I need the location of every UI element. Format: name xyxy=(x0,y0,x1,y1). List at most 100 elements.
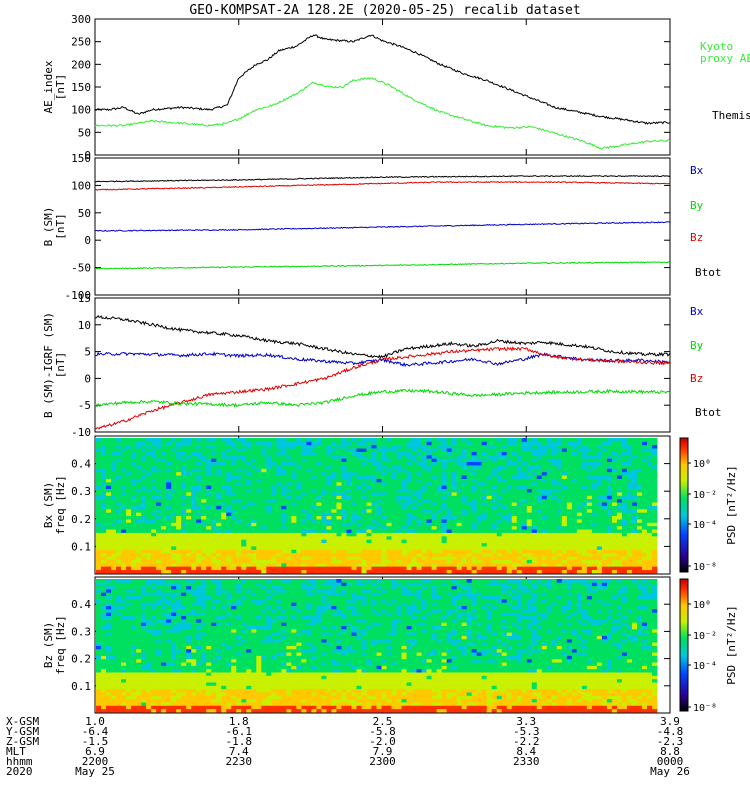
series-line-kyoto-proxy-ae xyxy=(94,77,671,150)
heatmap-cell xyxy=(516,546,523,550)
heatmap-cell xyxy=(141,481,147,486)
heatmap-cell xyxy=(471,559,478,564)
heatmap-cell xyxy=(586,502,593,506)
heatmap-cell xyxy=(636,508,643,513)
heatmap-cell xyxy=(301,502,307,506)
heatmap-cell xyxy=(311,448,317,452)
heatmap-cell xyxy=(521,552,528,557)
heatmap-cell xyxy=(541,488,548,493)
heatmap-cell xyxy=(181,502,187,506)
heatmap-cell xyxy=(171,478,177,483)
heatmap-cell xyxy=(336,478,342,483)
heatmap-cell xyxy=(616,705,623,710)
heatmap-cell xyxy=(361,454,367,459)
heatmap-cell xyxy=(581,566,588,571)
heatmap-cell xyxy=(346,471,352,476)
heatmap-cell xyxy=(506,465,513,469)
heatmap-cell xyxy=(321,556,327,560)
heatmap-cell xyxy=(196,495,202,500)
heatmap-cell xyxy=(416,438,422,442)
heatmap-cell xyxy=(486,478,493,483)
heatmap-cell xyxy=(356,454,362,459)
heatmap-cell xyxy=(446,566,453,571)
heatmap-cell xyxy=(361,478,367,483)
heatmap-cell xyxy=(436,488,443,493)
heatmap-cell xyxy=(181,569,187,574)
heatmap-cell xyxy=(596,708,603,713)
heatmap-cell xyxy=(586,495,593,500)
heatmap-cell xyxy=(131,488,137,493)
heatmap-cell xyxy=(271,702,277,706)
heatmap-cell xyxy=(486,471,493,476)
heatmap-cell xyxy=(121,525,127,530)
heatmap-cell xyxy=(241,488,247,493)
heatmap-cell xyxy=(506,702,513,706)
heatmap-cell xyxy=(531,529,538,533)
heatmap-cell xyxy=(121,502,127,506)
heatmap-cell xyxy=(561,525,568,530)
heatmap-cell xyxy=(361,502,367,506)
heatmap-cell xyxy=(476,702,483,706)
heatmap-cell xyxy=(121,488,127,493)
heatmap-cell xyxy=(521,441,528,446)
heatmap-cell xyxy=(651,525,658,530)
heatmap-cell xyxy=(641,519,648,523)
heatmap-cell xyxy=(401,488,407,493)
heatmap-cell xyxy=(616,471,623,476)
heatmap-cell xyxy=(166,542,172,547)
heatmap-cell xyxy=(191,708,197,713)
heatmap-cell xyxy=(226,505,232,510)
heatmap-cell xyxy=(241,485,247,490)
heatmap-cell xyxy=(186,512,192,517)
heatmap-cell xyxy=(536,451,543,456)
heatmap-cell xyxy=(556,542,563,547)
heatmap-cell xyxy=(336,525,342,530)
heatmap-cell xyxy=(391,532,397,537)
heatmap-cell xyxy=(601,539,608,544)
heatmap-cell xyxy=(566,498,573,503)
heatmap-cell xyxy=(646,562,653,567)
heatmap-cell xyxy=(386,552,392,557)
heatmap-cell xyxy=(236,508,242,513)
heatmap-cell xyxy=(361,498,367,503)
heatmap-cell xyxy=(536,495,543,500)
heatmap-cell xyxy=(621,569,628,574)
heatmap-cell xyxy=(421,525,427,530)
heatmap-cell xyxy=(321,702,327,706)
heatmap-cell xyxy=(216,525,222,530)
heatmap-cell xyxy=(426,539,432,544)
heatmap-cell xyxy=(531,505,538,510)
heatmap-cell xyxy=(281,705,287,710)
heatmap-cell xyxy=(401,562,407,567)
heatmap-cell xyxy=(456,478,463,483)
heatmap-cell xyxy=(531,708,538,713)
heatmap-cell xyxy=(551,522,558,527)
heatmap-cell xyxy=(281,508,287,513)
heatmap-cell xyxy=(531,458,538,463)
heatmap-cell xyxy=(491,478,498,483)
heatmap-cell xyxy=(251,549,257,554)
heatmap-cell xyxy=(211,451,217,456)
heatmap-cell xyxy=(616,502,623,506)
heatmap-cell xyxy=(246,542,252,547)
heatmap-cell xyxy=(221,532,227,537)
heatmap-cell xyxy=(476,708,483,713)
heatmap-cell xyxy=(651,512,658,517)
heatmap-cell xyxy=(641,465,648,469)
heatmap-cell xyxy=(391,708,397,713)
heatmap-cell xyxy=(336,441,342,446)
heatmap-cell xyxy=(531,515,538,520)
heatmap-cell xyxy=(371,468,377,473)
heatmap-cell xyxy=(431,471,438,476)
heatmap-cell xyxy=(636,454,643,459)
heatmap-cell xyxy=(371,535,377,540)
heatmap-cell xyxy=(416,475,422,479)
heatmap-cell xyxy=(126,488,132,493)
heatmap-cell xyxy=(541,515,548,520)
heatmap-cell xyxy=(96,448,102,452)
heatmap-cell xyxy=(291,559,297,564)
heatmap-cell xyxy=(131,444,137,449)
heatmap-cell xyxy=(496,539,503,544)
heatmap-cell xyxy=(631,519,638,523)
heatmap-cell xyxy=(166,454,172,459)
